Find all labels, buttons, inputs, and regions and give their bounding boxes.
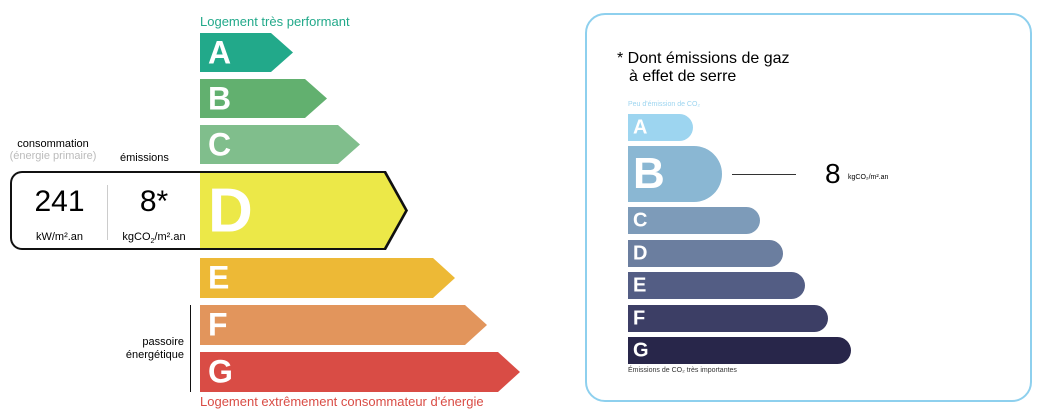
ges-class-a: A xyxy=(628,114,693,141)
class-letter: C xyxy=(208,126,232,162)
bottom-label: Logement extrêmement consommateur d'éner… xyxy=(200,394,484,409)
class-letter: E xyxy=(208,259,230,296)
class-letter: F xyxy=(633,307,646,329)
class-letter: A xyxy=(633,116,648,138)
consumption-title: consommation xyxy=(17,138,89,150)
dpe-class-f: F xyxy=(200,305,487,345)
unit-part: kgCO xyxy=(122,231,151,243)
dpe-class-a: A xyxy=(200,33,293,72)
ges-top-label: Peu d'émission de CO₂ xyxy=(628,101,701,108)
passoire-line xyxy=(190,305,191,392)
consumption-value: 241 xyxy=(34,185,85,218)
ges-class-e: E xyxy=(628,272,805,299)
emissions-title: émissions xyxy=(120,152,169,164)
ges-class-b: B xyxy=(628,146,722,202)
dpe-class-e: E xyxy=(200,258,455,298)
class-letter: G xyxy=(208,353,233,390)
passoire-label: passoire énergétique xyxy=(100,336,184,362)
dpe-class-b: B xyxy=(200,79,327,118)
passoire-label-2: énergétique xyxy=(125,349,184,361)
emissions-value: 8* xyxy=(139,185,169,218)
dpe-class-g: G xyxy=(200,352,520,392)
ges-panel: * Dont émissions de gaz à effet de serre xyxy=(585,13,1032,402)
ges-class-g: G xyxy=(628,337,851,364)
class-letter: A xyxy=(208,34,232,70)
ges-value: 8 xyxy=(825,158,841,189)
class-letter: D xyxy=(633,242,648,264)
class-letter: B xyxy=(208,80,232,116)
unit-part: /m².an xyxy=(154,231,186,243)
emissions-unit: kgCO2/m².an xyxy=(108,231,200,245)
ges-title-2: à effet de serre xyxy=(629,68,737,85)
ges-bottom-label: Émissions de CO₂ très importantes xyxy=(628,367,737,374)
dpe-class-c: C xyxy=(200,125,360,164)
ges-pointer-line xyxy=(732,174,796,175)
consumption-header: consommation (énergie primaire) xyxy=(0,138,106,162)
current-values-box: 241 kW/m².an 8* kgCO2/m².an xyxy=(10,171,200,250)
class-letter: G xyxy=(633,339,649,361)
consumption-subtitle: (énergie primaire) xyxy=(9,150,97,162)
class-letter: E xyxy=(633,274,647,296)
dpe-class-d: D xyxy=(200,173,405,248)
ges-class-c: C xyxy=(628,207,760,234)
class-letter: D xyxy=(208,176,253,245)
class-letter: B xyxy=(633,149,665,198)
divider xyxy=(107,185,108,240)
unit-sub: 2 xyxy=(150,238,155,246)
class-letter: C xyxy=(633,209,648,231)
ges-class-f: F xyxy=(628,305,828,332)
class-letter: F xyxy=(208,306,228,343)
ges-class-d: D xyxy=(628,240,783,267)
ges-unit: kgCO₂/m².an xyxy=(848,174,889,181)
ges-title-1: * Dont émissions de gaz xyxy=(617,50,790,67)
ges-title: * Dont émissions de gaz à effet de serre xyxy=(617,50,790,86)
consumption-unit: kW/m².an xyxy=(35,231,84,243)
top-label: Logement très performant xyxy=(200,14,350,29)
passoire-label-1: passoire xyxy=(142,336,184,348)
